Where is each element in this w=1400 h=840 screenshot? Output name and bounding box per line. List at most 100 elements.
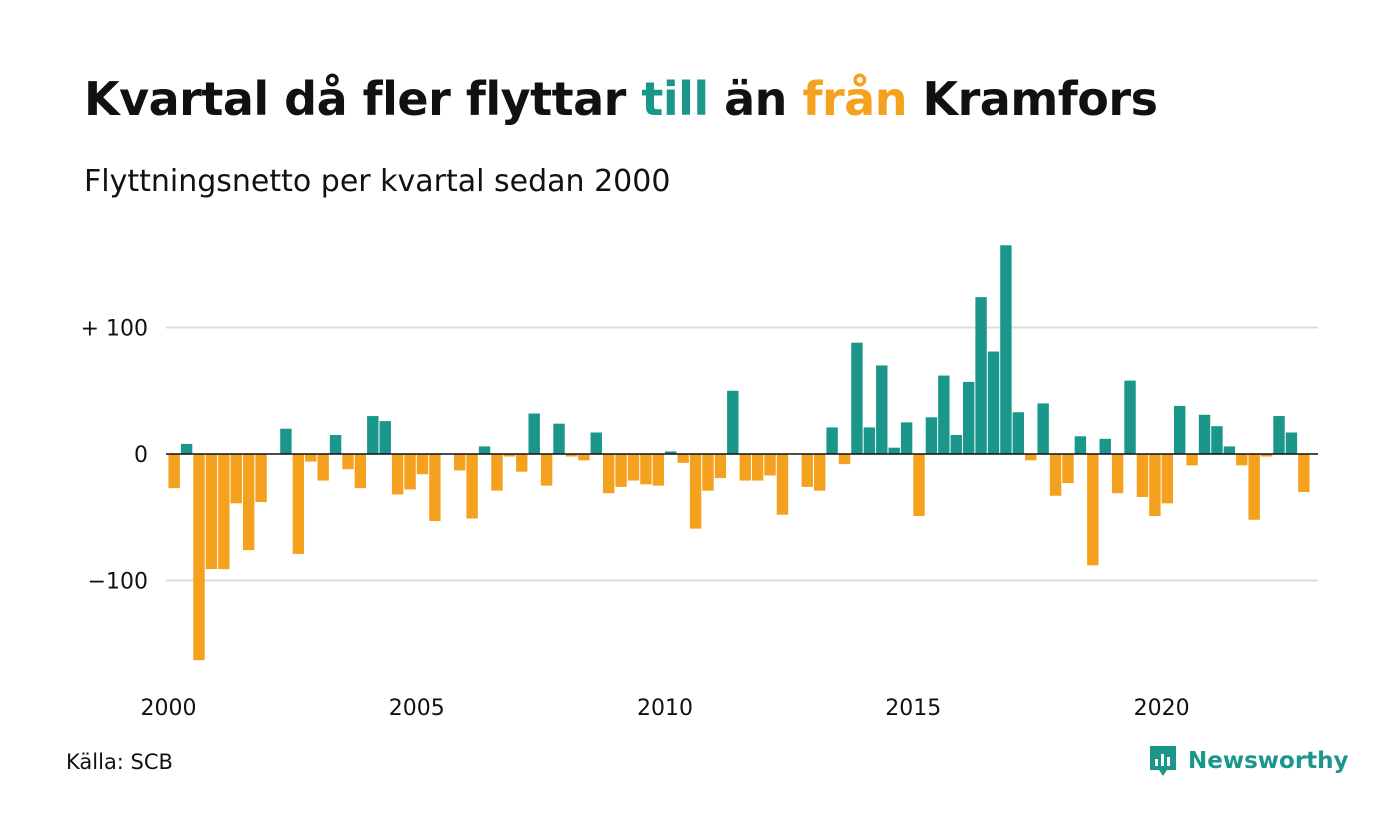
bar (602, 454, 615, 494)
bar (652, 454, 665, 486)
bar (578, 454, 590, 461)
title-part-2: än (708, 72, 803, 126)
bar (1025, 454, 1037, 461)
bar (1111, 454, 1124, 494)
bar (1161, 454, 1173, 504)
bar (776, 454, 789, 515)
bar (404, 454, 416, 490)
bar (1074, 436, 1087, 454)
y-tick-label: 0 (134, 443, 148, 468)
bar (665, 451, 677, 454)
bar (851, 342, 863, 454)
bar (1099, 438, 1111, 454)
bar (876, 365, 888, 454)
bar (242, 454, 255, 551)
bar (640, 454, 652, 485)
bar (689, 454, 702, 529)
bar (342, 454, 354, 470)
bar (1149, 454, 1161, 516)
bar (1124, 380, 1136, 454)
bar (317, 454, 329, 481)
x-tick-label: 2015 (885, 696, 941, 721)
bar (553, 423, 565, 454)
x-tick-label: 2005 (389, 696, 445, 721)
title-highlight-fran: från (802, 72, 907, 126)
bar (1260, 454, 1273, 457)
x-tick-label: 2010 (637, 696, 693, 721)
bar (975, 297, 987, 454)
bar (305, 454, 317, 462)
bar (1198, 414, 1211, 454)
bar (565, 454, 578, 457)
bar (801, 454, 813, 487)
bar (1285, 432, 1298, 454)
bar (1174, 405, 1186, 454)
bar (1136, 454, 1149, 498)
bar (1012, 412, 1025, 454)
bar (255, 454, 267, 503)
y-tick-label: −100 (88, 570, 148, 595)
bar (1037, 403, 1049, 454)
bar (230, 454, 242, 504)
bar (1236, 454, 1248, 466)
bar (180, 443, 193, 454)
bar (416, 454, 429, 475)
bar (1000, 245, 1012, 454)
bar (528, 413, 540, 454)
source-note: Källa: SCB (66, 750, 173, 774)
bar (913, 454, 925, 516)
bar (280, 428, 292, 454)
bar (205, 454, 218, 570)
newsworthy-logo-icon (1150, 746, 1176, 776)
bar (1062, 454, 1074, 484)
bar (888, 447, 900, 454)
bar (615, 454, 627, 487)
title-part-3: Kramfors (906, 72, 1158, 126)
brand-name: Newsworthy (1188, 748, 1349, 774)
bar (727, 390, 739, 454)
bar (962, 381, 975, 454)
bar (900, 422, 913, 454)
bar (590, 432, 602, 454)
bar (354, 454, 367, 489)
x-tick-label: 2020 (1134, 696, 1190, 721)
bar (1211, 426, 1223, 454)
bar (367, 416, 379, 454)
bar (838, 454, 851, 465)
bar (218, 454, 230, 570)
bar (714, 454, 727, 479)
grid-lines (166, 326, 1318, 582)
brand-logo: Newsworthy (1148, 744, 1349, 778)
bar (292, 454, 305, 554)
title-part-1: Kvartal då fler flyttar (84, 72, 642, 126)
bar (925, 417, 938, 454)
bar (627, 454, 640, 481)
bar (751, 454, 764, 481)
bars (168, 245, 1310, 661)
bar (814, 454, 826, 491)
bar (826, 427, 838, 454)
bar (1087, 454, 1099, 566)
bar (1273, 416, 1285, 454)
chart-title: Kvartal då fler flyttar till än från Kra… (84, 72, 1158, 126)
bar (677, 454, 689, 463)
bar (391, 454, 404, 495)
bar (1248, 454, 1260, 520)
bar (1223, 446, 1236, 454)
chart-subtitle: Flyttningsnetto per kvartal sedan 2000 (84, 164, 671, 199)
bar (938, 375, 950, 454)
bar (987, 351, 1000, 454)
bar-chart: + 100 0 −100 2000 2005 2010 2015 2020 (81, 245, 1318, 721)
x-axis-ticks: 2000 2005 2010 2015 2020 (140, 696, 1189, 721)
bar (429, 454, 441, 522)
bar (491, 454, 503, 491)
bar (466, 454, 478, 519)
y-tick-label: + 100 (81, 317, 148, 342)
bar (1049, 454, 1062, 496)
x-tick-label: 2000 (140, 696, 196, 721)
y-axis-ticks: + 100 0 −100 (81, 317, 148, 595)
bar (503, 454, 516, 457)
bar (379, 421, 391, 454)
bar (516, 454, 528, 472)
bar (168, 454, 180, 489)
